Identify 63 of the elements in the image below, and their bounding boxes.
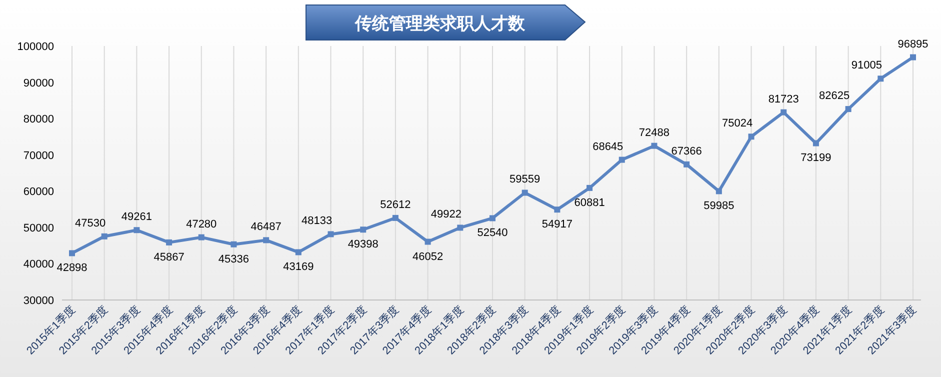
point: [101, 233, 108, 240]
point: [392, 214, 398, 221]
point: [134, 227, 140, 234]
y-tick-label: 50000: [23, 222, 54, 234]
point: [586, 184, 593, 191]
y-tick-label: 70000: [23, 150, 54, 162]
point: [651, 142, 658, 149]
point: [845, 106, 852, 112]
data-label: 46487: [250, 221, 282, 234]
data-label: 52540: [477, 227, 508, 240]
chart-title: 传统管理类求职人才数: [354, 14, 526, 33]
point: [684, 161, 690, 168]
point: [424, 238, 431, 245]
point: [490, 215, 496, 222]
data-label: 49922: [430, 208, 462, 221]
data-label: 45336: [218, 253, 250, 266]
y-tick-label: 90000: [23, 77, 54, 90]
data-label: 49261: [121, 211, 152, 224]
point: [878, 76, 884, 82]
data-label: 47530: [75, 217, 106, 230]
data-label: 96895: [898, 38, 928, 50]
point: [910, 54, 916, 60]
y-tick-label: 100000: [17, 41, 54, 53]
data-label: 54917: [542, 218, 572, 231]
data-label: 73199: [800, 152, 832, 164]
data-label: 59559: [510, 174, 540, 186]
point: [716, 188, 722, 194]
point: [295, 249, 302, 256]
y-tick-label: 80000: [23, 114, 54, 126]
data-label: 67366: [671, 145, 702, 158]
data-label: 43169: [283, 261, 314, 274]
data-label: 75024: [722, 118, 753, 130]
point: [198, 234, 204, 240]
data-label: 52612: [380, 198, 411, 211]
point: [328, 231, 334, 238]
point: [812, 140, 819, 146]
point: [618, 156, 625, 163]
point: [457, 224, 464, 231]
point: [360, 226, 366, 233]
y-tick-label: 60000: [23, 186, 54, 198]
point: [69, 250, 75, 256]
point: [748, 134, 754, 140]
point: [554, 206, 560, 213]
data-label: 48133: [301, 215, 332, 228]
data-label: 72488: [638, 126, 670, 139]
point: [522, 190, 528, 196]
point: [263, 237, 270, 244]
data-label: 82625: [819, 90, 850, 102]
data-label: 46052: [412, 250, 444, 263]
point: [166, 239, 172, 246]
data-label: 59985: [704, 200, 734, 212]
data-label: 45867: [154, 251, 184, 264]
data-label: 49398: [348, 238, 378, 251]
point: [780, 109, 787, 116]
data-label: 68645: [592, 140, 624, 153]
y-tick-label: 40000: [23, 258, 54, 271]
data-label: 81723: [768, 93, 799, 106]
point: [230, 241, 237, 248]
y-tick-label: 30000: [23, 295, 54, 307]
data-label: 60881: [574, 196, 605, 209]
data-label: 47280: [186, 218, 217, 230]
data-label: 42898: [56, 262, 88, 274]
data-label: 91005: [851, 60, 882, 72]
